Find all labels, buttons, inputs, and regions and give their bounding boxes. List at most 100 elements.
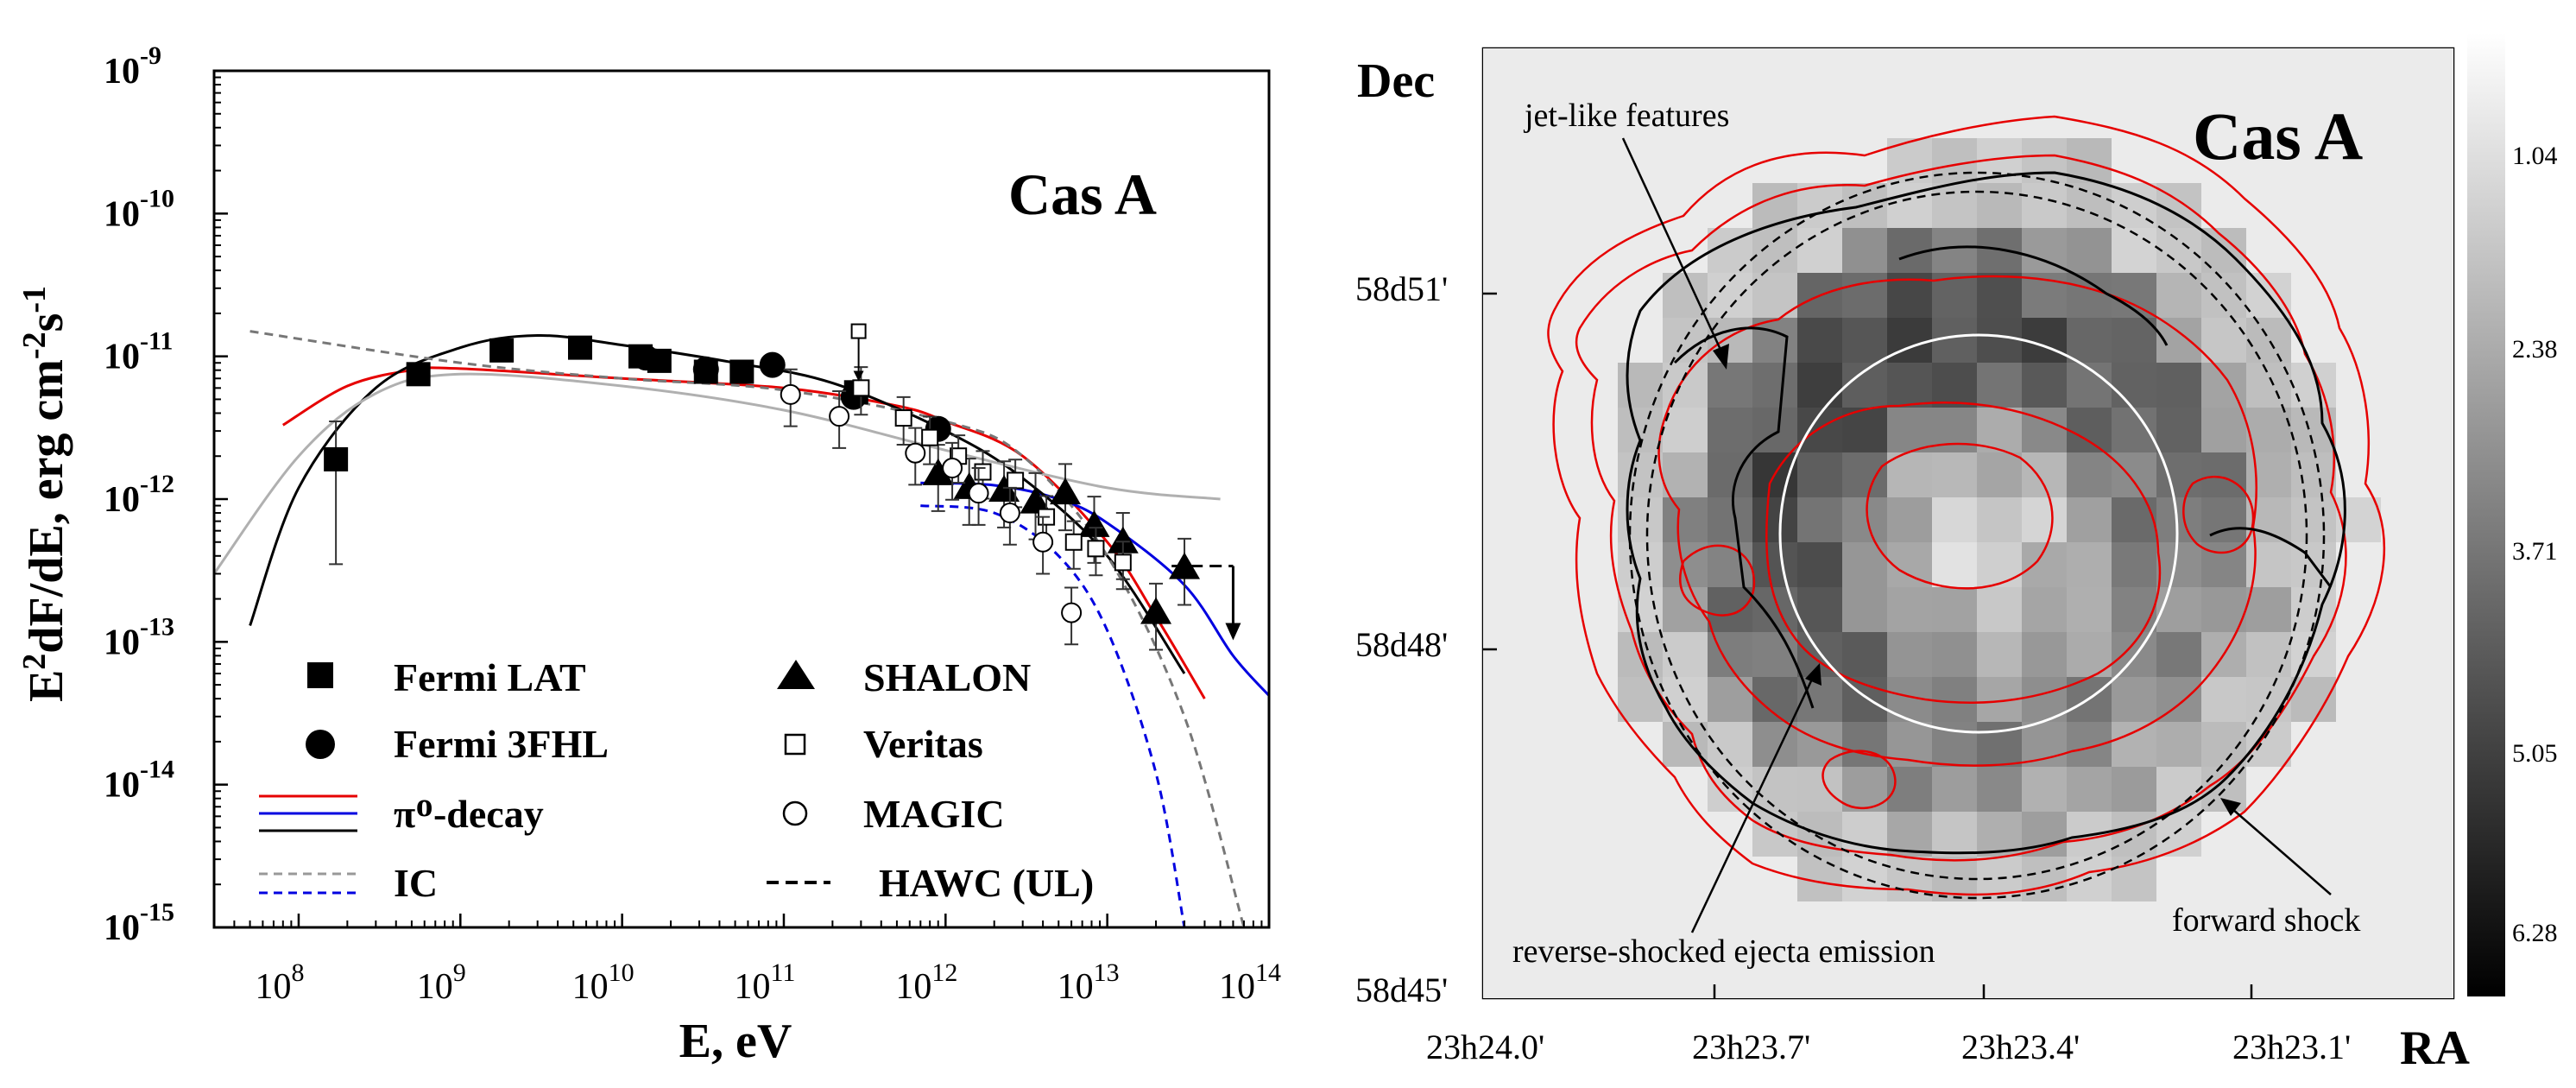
- contour-core-inner: [1866, 442, 2054, 590]
- map-pixel: [1708, 318, 1752, 363]
- map-pixel: [1663, 991, 1708, 998]
- map-pixel: [1752, 228, 1797, 273]
- map-pixel: [1528, 991, 1573, 998]
- map-pixel: [1483, 93, 1528, 138]
- map-pixel: [1752, 138, 1797, 183]
- map-pixel: [2291, 93, 2336, 138]
- legend-marker-veritas: [784, 733, 806, 756]
- map-pixel: [1573, 722, 1618, 767]
- map-pixel: [2201, 273, 2246, 318]
- map-pixel: [2022, 318, 2067, 363]
- map-pixel: [1573, 677, 1618, 722]
- map-pixel: [2336, 273, 2381, 318]
- map-pixel: [2291, 452, 2336, 497]
- map-pixel: [2022, 991, 2067, 998]
- contour-outer: [1547, 115, 2386, 896]
- map-pixel: [1887, 946, 1932, 991]
- map-pixel: [1842, 587, 1887, 632]
- map-pixel: [2246, 632, 2291, 677]
- map-pixel: [1842, 48, 1887, 93]
- model-curve-2: [249, 333, 1186, 674]
- map-pixel: [2201, 48, 2246, 93]
- map-pixel: [1708, 946, 1752, 991]
- annotation-reverse-arrowhead: [1805, 663, 1822, 686]
- map-pixel: [1528, 901, 1573, 946]
- magic-point: [968, 483, 989, 504]
- map-pixel: [1573, 812, 1618, 857]
- legend-veritas: Veritas: [863, 722, 983, 766]
- map-pixel: [1483, 183, 1528, 228]
- map-pixel: [2112, 901, 2156, 946]
- map-pixel: [1752, 991, 1797, 998]
- map-pixel: [2381, 318, 2426, 363]
- map-pixel: [2067, 318, 2112, 363]
- map-pixel: [2201, 497, 2246, 542]
- veritas-point: [894, 409, 912, 427]
- map-pixel: [2246, 452, 2291, 497]
- map-pixel: [2201, 542, 2246, 587]
- map-pixel: [2426, 183, 2453, 228]
- legend: Fermi LAT Fermi 3FHL πᴼ-decay IC SHALON …: [259, 655, 1094, 905]
- map-pixel: [1528, 542, 1573, 587]
- map-pixel: [1708, 542, 1752, 587]
- map-pixel: [2112, 767, 2156, 812]
- map-pixel: [1618, 497, 1663, 542]
- shalon-point: [922, 458, 954, 485]
- map-pixel: [2022, 363, 2067, 408]
- map-pixel: [2336, 183, 2381, 228]
- map-pixel: [2112, 452, 2156, 497]
- map-pixel: [1887, 991, 1932, 998]
- map-pixel: [2156, 587, 2201, 632]
- legend-marker-fermi-lat: [307, 662, 333, 688]
- map-pixel: [1752, 632, 1797, 677]
- map-pixel: [2381, 183, 2426, 228]
- colorbar-tick-label-1: 2.38: [2512, 335, 2558, 364]
- legend-hawc: HAWC (UL): [879, 861, 1094, 905]
- map-pixel: [1842, 228, 1887, 273]
- legend-magic: MAGIC: [863, 792, 1005, 836]
- map-pixel: [1573, 946, 1618, 991]
- map-pixel: [1528, 408, 1573, 452]
- map-pixel: [1618, 48, 1663, 93]
- map-pixel: [1887, 408, 1932, 452]
- map-pixel: [2246, 363, 2291, 408]
- map-pixel: [2426, 901, 2453, 946]
- fermi-lat-point: [406, 362, 431, 387]
- map-pixel: [2336, 408, 2381, 452]
- veritas-point: [1064, 533, 1083, 551]
- map-pixel: [1573, 273, 1618, 318]
- map-pixel: [1528, 318, 1573, 363]
- map-pixel: [1483, 408, 1528, 452]
- intensity-pixel-map: [1483, 48, 2453, 998]
- map-pixel: [1977, 48, 2022, 93]
- x-tick-label-0: 108: [255, 958, 304, 1007]
- map-pixel: [1842, 93, 1887, 138]
- map-pixel: [1483, 497, 1528, 542]
- map-pixel: [2426, 946, 2453, 991]
- map-pixel: [2336, 318, 2381, 363]
- contour-knot-east: [2182, 475, 2255, 554]
- ra-tick-label-0: 23h24.0': [1426, 1028, 1544, 1066]
- map-pixel: [1842, 273, 1887, 318]
- map-pixel: [2381, 722, 2426, 767]
- map-pixel: [1797, 497, 1842, 542]
- map-pixel: [2291, 48, 2336, 93]
- map-pixel: [1752, 901, 1797, 946]
- map-pixel: [1618, 677, 1663, 722]
- map-pixel: [2112, 677, 2156, 722]
- reverse-shock-outline-east: [2209, 527, 2333, 588]
- map-pixel: [2336, 722, 2381, 767]
- map-pixel: [2112, 722, 2156, 767]
- map-pixel: [1618, 93, 1663, 138]
- map-pixel: [2022, 138, 2067, 183]
- map-pixel: [2156, 183, 2201, 228]
- map-pixel: [1932, 587, 1977, 632]
- map-pixel: [1797, 363, 1842, 408]
- map-pixel: [2336, 991, 2381, 998]
- map-pixel: [1663, 93, 1708, 138]
- map-pixel: [1708, 497, 1752, 542]
- map-pixel: [2381, 767, 2426, 812]
- map-pixel: [2201, 138, 2246, 183]
- map-pixel: [1528, 183, 1573, 228]
- map-pixel: [2426, 408, 2453, 452]
